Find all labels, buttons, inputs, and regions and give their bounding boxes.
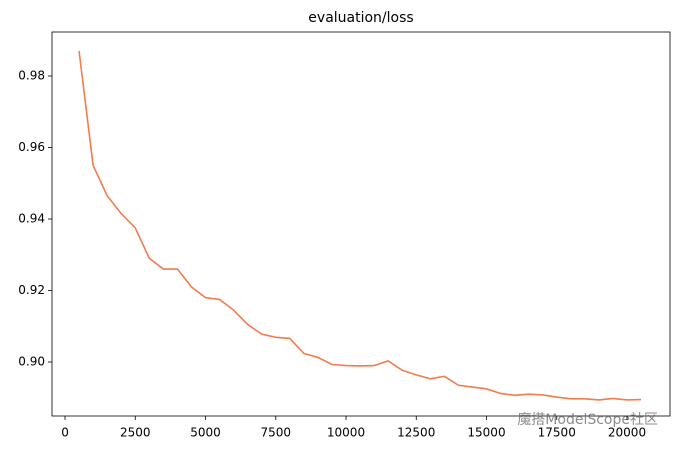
x-tick-label: 20000 xyxy=(608,426,646,440)
watermark: 魔搭ModelScope社区 xyxy=(517,412,658,428)
chart-title: evaluation/loss xyxy=(308,10,413,26)
x-tick-label: 5000 xyxy=(190,426,221,440)
y-tick-label: 0.96 xyxy=(18,140,45,154)
x-tick-label: 2500 xyxy=(120,426,151,440)
x-tick-label: 17500 xyxy=(538,426,576,440)
y-tick-label: 0.98 xyxy=(18,68,45,82)
x-tick-label: 12500 xyxy=(397,426,435,440)
x-tick-label: 15000 xyxy=(467,426,505,440)
loss-line xyxy=(78,50,642,401)
y-tick-label: 0.90 xyxy=(18,355,45,369)
y-tick-label: 0.92 xyxy=(18,283,45,297)
y-tick-label: 0.94 xyxy=(18,211,45,225)
plot-frame xyxy=(51,31,671,417)
x-tick-label: 0 xyxy=(61,426,69,440)
x-tick-label: 10000 xyxy=(327,426,365,440)
x-tick-label: 7500 xyxy=(260,426,291,440)
